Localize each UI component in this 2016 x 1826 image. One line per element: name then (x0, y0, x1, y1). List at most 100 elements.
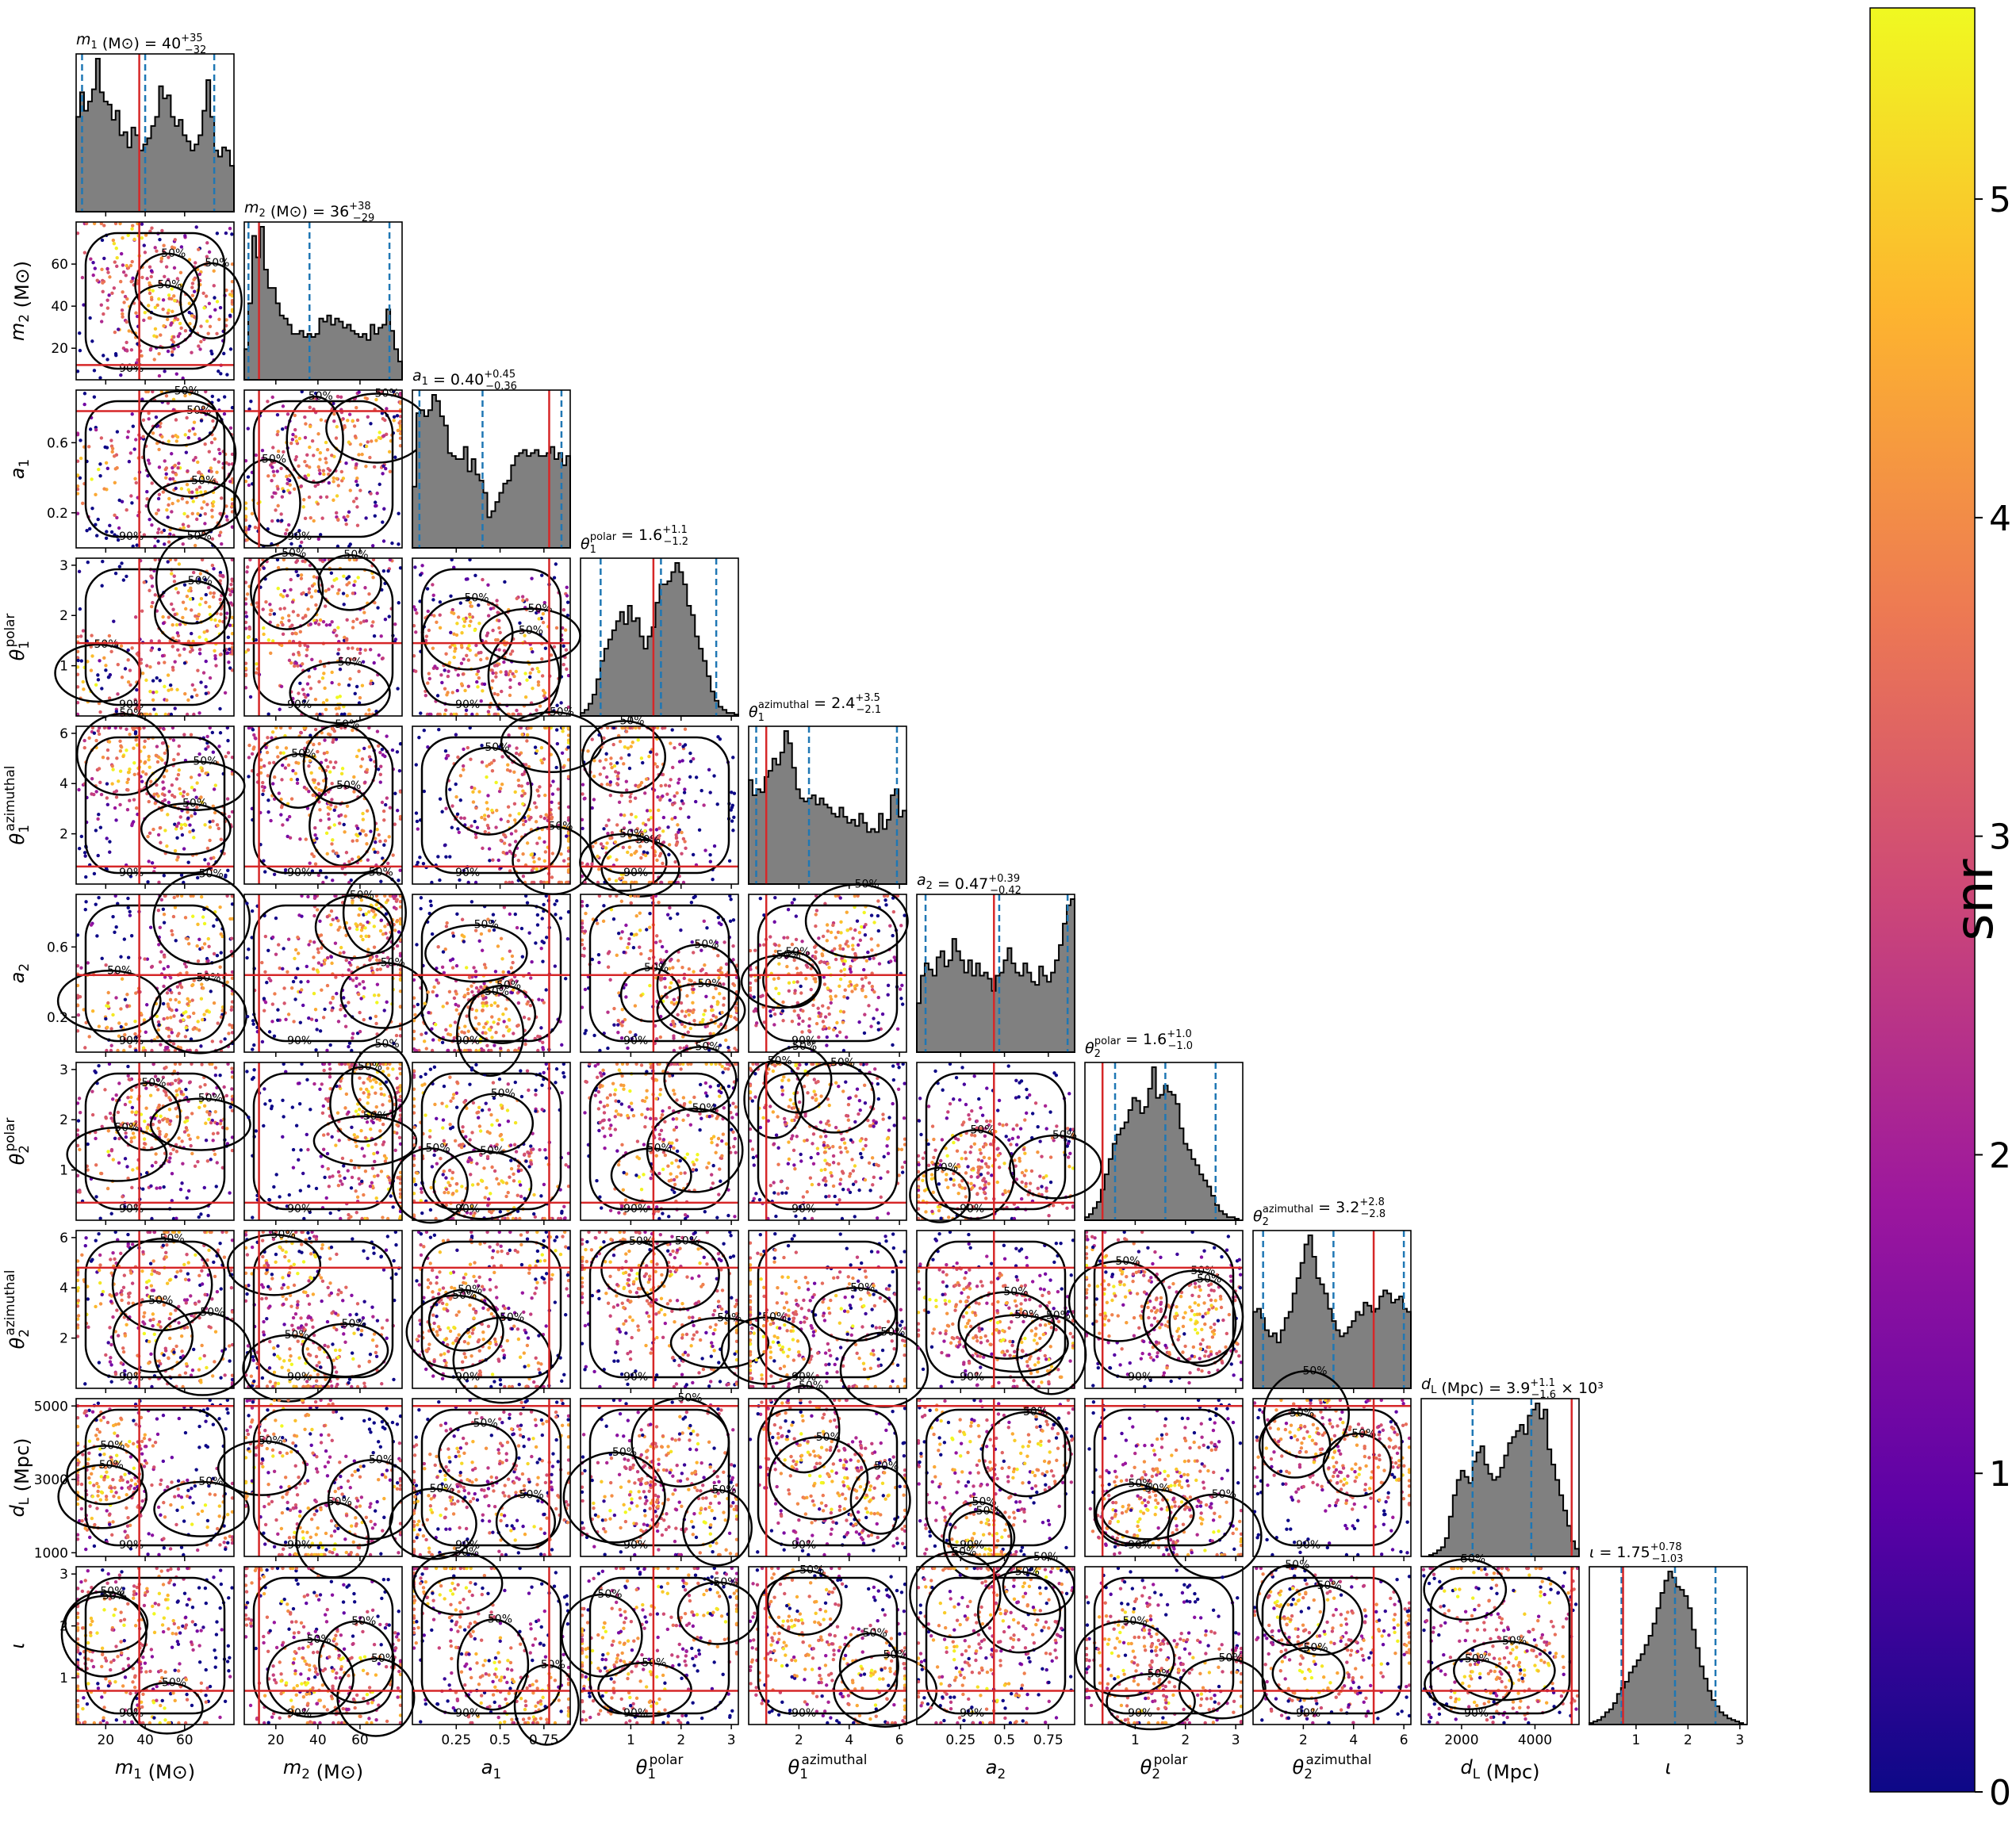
scatter-point (481, 846, 485, 851)
scatter-point (322, 664, 327, 668)
scatter-point (148, 925, 153, 929)
scatter-point (619, 813, 623, 817)
scatter-point (415, 943, 419, 947)
scatter-point (112, 286, 117, 290)
scatter-point (456, 755, 460, 760)
scatter-point (147, 304, 151, 308)
scatter-point (415, 819, 420, 824)
scatter-point (165, 317, 170, 322)
scatter-point (217, 534, 222, 538)
scatter-point (171, 668, 175, 672)
scatter-point (611, 917, 616, 921)
scatter-point (729, 898, 733, 902)
scatter-point (303, 643, 307, 647)
scatter-point (301, 498, 306, 502)
scatter-point (318, 1029, 323, 1033)
scatter-point (482, 963, 487, 967)
panel-m1-m1: m1 (M⊙) = 40+35 −32 (75, 31, 235, 216)
scatter-point (475, 679, 479, 684)
scatter-point (111, 914, 115, 919)
scatter-point (623, 745, 627, 749)
scatter-point (105, 306, 110, 310)
scatter-point (541, 1040, 545, 1045)
scatter-point (229, 1008, 234, 1012)
scatter-point (280, 763, 285, 768)
scatter-point (126, 233, 130, 238)
scatter-point (287, 618, 291, 622)
scatter-point (671, 966, 675, 970)
scatter-point (274, 508, 278, 512)
y-tick-label: 60 (51, 257, 68, 273)
scatter-point (559, 852, 563, 856)
scatter-point (712, 774, 716, 778)
scatter-point (668, 798, 672, 802)
y-tick-label: 0.2 (47, 1010, 68, 1026)
scatter-point (163, 459, 167, 463)
scatter-point (300, 988, 304, 992)
scatter-points (243, 557, 403, 717)
scatter-point (156, 661, 161, 665)
scatter-point (274, 916, 278, 921)
scatter-point (146, 458, 151, 462)
scatter-point (289, 577, 293, 582)
contour-label-50: 50% (697, 978, 722, 990)
scatter-point (363, 780, 367, 784)
scatter-point (715, 802, 719, 806)
scatter-point (205, 319, 209, 323)
contour-label-90: 90% (623, 867, 648, 879)
scatter-point (324, 495, 329, 500)
scatter-point (731, 829, 735, 833)
scatter-point (166, 349, 171, 354)
scatter-point (498, 630, 502, 635)
scatter-point (303, 459, 307, 464)
scatter-point (364, 465, 368, 469)
y-axis-label: a2 (6, 963, 32, 983)
scatter-point (316, 465, 320, 469)
scatter-point (307, 591, 312, 595)
scatter-point (108, 840, 112, 844)
scatter-point (374, 913, 378, 917)
scatter-point (538, 814, 543, 819)
scatter-point (494, 675, 498, 679)
scatter-point (199, 997, 204, 1001)
scatter-point (535, 913, 540, 917)
scatter-point (176, 591, 180, 595)
scatter-point (459, 661, 464, 665)
scatter-point (134, 706, 138, 710)
scatter-point (428, 899, 433, 903)
scatter-point (120, 977, 125, 981)
scatter-point (514, 751, 519, 756)
scatter-point (200, 506, 204, 511)
scatter-point (481, 1008, 485, 1013)
scatter-point (167, 800, 171, 805)
scatter-point (222, 395, 227, 399)
scatter-point (163, 684, 167, 689)
scatter-point (284, 746, 289, 750)
scatter-point (283, 532, 288, 536)
scatter-point (121, 312, 125, 316)
scatter-point (448, 1024, 453, 1028)
scatter-point (190, 631, 194, 636)
scatter-point (134, 806, 139, 810)
scatter-point (462, 747, 466, 752)
scatter-point (115, 264, 119, 269)
scatter-point (496, 944, 500, 948)
scatter-point (204, 685, 208, 689)
scatter-point (172, 580, 177, 584)
scatter-point (494, 825, 498, 829)
scatter-point (565, 600, 570, 604)
scatter-point (276, 1008, 280, 1012)
scatter-point (561, 607, 566, 612)
scatter-point (146, 880, 150, 884)
scatter-point (171, 465, 174, 470)
scatter-point (353, 580, 357, 584)
scatter-point (299, 980, 303, 984)
panel-m2-a1: 50% 50%50%90% (233, 388, 429, 553)
scatter-point (504, 851, 509, 856)
contour-90 (420, 736, 562, 875)
scatter-point (353, 434, 358, 438)
scatter-point (293, 997, 297, 1001)
scatter-point (663, 985, 668, 990)
scatter-point (111, 238, 116, 243)
scatter-point (688, 760, 693, 764)
